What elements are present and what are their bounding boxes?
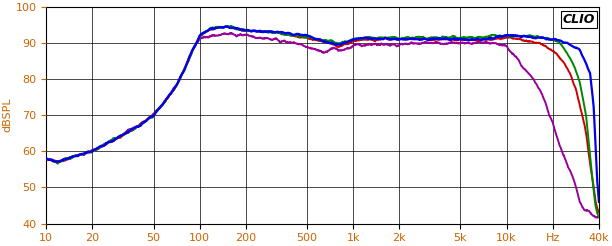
Text: CLIO: CLIO	[562, 13, 595, 26]
Y-axis label: dBSPL: dBSPL	[3, 98, 13, 132]
